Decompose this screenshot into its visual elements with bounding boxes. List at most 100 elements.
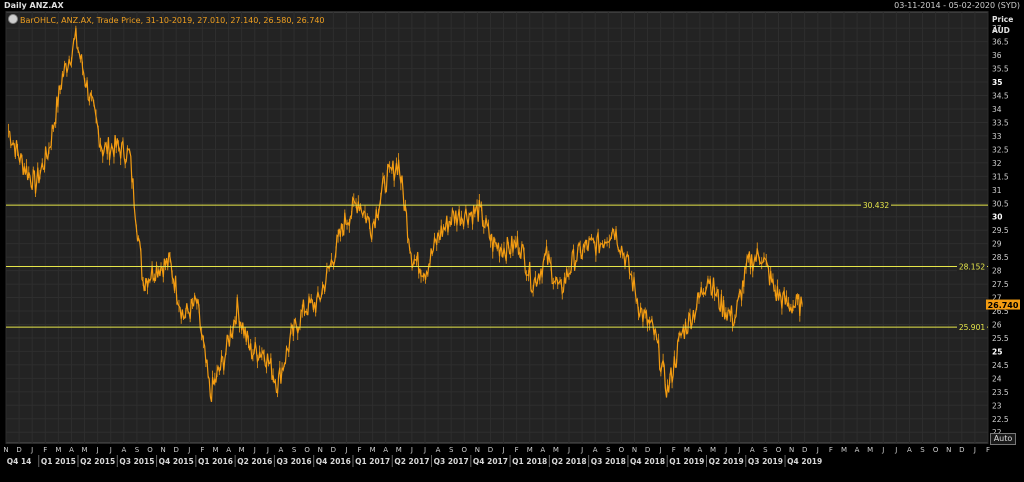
x-tick-label: S xyxy=(606,446,611,454)
x-tick-label: J xyxy=(973,446,976,454)
x-tick-label: J xyxy=(96,446,99,454)
x-tick-label: M xyxy=(239,446,245,454)
quarter-label: Q2 2015 xyxy=(80,457,115,466)
x-tick-label: N xyxy=(160,446,165,454)
y-tick-label: 29.5 xyxy=(992,226,1009,235)
quarter-label: Q4 2018 xyxy=(630,457,665,466)
level-label-bg xyxy=(957,261,987,272)
x-tick-label: F xyxy=(43,446,47,454)
x-tick-label: A xyxy=(750,446,755,454)
quarter-label: Q2 2017 xyxy=(394,457,429,466)
x-tick-label: M xyxy=(370,446,376,454)
legend-text: BarOHLC, ANZ.AX, Trade Price, 31-10-2019… xyxy=(20,16,325,25)
y-tick-label: 22.5 xyxy=(992,415,1009,424)
x-tick-label: M xyxy=(710,446,716,454)
y-tick-label: 29 xyxy=(992,240,1002,249)
plot-area xyxy=(5,11,989,444)
x-tick-label: J xyxy=(253,446,256,454)
x-tick-label: J xyxy=(567,446,570,454)
x-tick-label: M xyxy=(867,446,873,454)
quarter-label: Q3 2017 xyxy=(434,457,469,466)
auto-scale-button[interactable]: Auto xyxy=(990,433,1016,445)
x-tick-label: F xyxy=(358,446,362,454)
quarter-label: Q2 2018 xyxy=(551,457,586,466)
x-tick-label: M xyxy=(841,446,847,454)
x-tick-label: F xyxy=(515,446,519,454)
x-tick-label: J xyxy=(881,446,884,454)
level-label: 30.432 xyxy=(863,201,889,210)
series-toggle-icon[interactable] xyxy=(8,14,18,24)
y-tick-label: 32.5 xyxy=(992,145,1009,154)
x-tick-label: D xyxy=(488,446,493,454)
x-tick-label: J xyxy=(423,446,426,454)
x-tick-label: M xyxy=(684,446,690,454)
level-label: 25.901 xyxy=(959,323,985,332)
quarter-label: Q3 2016 xyxy=(277,457,312,466)
y-tick-label: 25.5 xyxy=(992,334,1009,343)
quarter-label: Q4 2019 xyxy=(787,457,822,466)
y-tick-label: 23 xyxy=(992,401,1002,410)
y-tick-label: 24 xyxy=(992,374,1002,383)
y-axis-title: Price xyxy=(992,15,1013,24)
y-tick-label: 35.5 xyxy=(992,65,1009,74)
x-tick-label: J xyxy=(266,446,269,454)
x-tick-label: M xyxy=(553,446,559,454)
x-tick-label: O xyxy=(147,446,153,454)
y-tick-label: 23.5 xyxy=(992,388,1009,397)
y-tick-label: 37 xyxy=(992,24,1002,33)
x-tick-label: D xyxy=(174,446,179,454)
y-tick-label: 27.5 xyxy=(992,280,1009,289)
x-tick-label: F xyxy=(986,446,990,454)
y-tick-label: 24.5 xyxy=(992,361,1009,370)
y-tick-label: 28 xyxy=(992,267,1002,276)
y-tick-label: 31.5 xyxy=(992,172,1009,181)
x-tick-label: A xyxy=(279,446,284,454)
x-tick-label: D xyxy=(645,446,650,454)
x-tick-label: A xyxy=(540,446,545,454)
quarter-label: Q3 2019 xyxy=(748,457,783,466)
x-tick-label: S xyxy=(292,446,297,454)
x-tick-label: M xyxy=(396,446,402,454)
x-tick-label: S xyxy=(920,446,925,454)
x-tick-label: D xyxy=(959,446,964,454)
x-tick-label: J xyxy=(659,446,662,454)
x-tick-label: N xyxy=(946,446,951,454)
quarter-label: Q3 2015 xyxy=(119,457,154,466)
y-tick-label: 22 xyxy=(992,428,1002,437)
x-tick-label: J xyxy=(724,446,727,454)
x-tick-label: J xyxy=(502,446,505,454)
quarter-label: Q1 2017 xyxy=(355,457,390,466)
x-tick-label: N xyxy=(789,446,794,454)
level-label-bg xyxy=(861,200,891,211)
y-tick-label: 26 xyxy=(992,320,1002,329)
last-price-label: 26.740 xyxy=(988,301,1019,310)
y-axis-unit: AUD xyxy=(992,26,1010,35)
x-tick-label: D xyxy=(802,446,807,454)
series-legend[interactable]: BarOHLC, ANZ.AX, Trade Price, 31-10-2019… xyxy=(8,14,325,27)
quarter-label: Q2 2019 xyxy=(709,457,744,466)
x-tick-label: A xyxy=(121,446,126,454)
title-bar: Daily ANZ.AX 03-11-2014 - 05-02-2020 (SY… xyxy=(0,0,1024,12)
quarter-label: Q1 2016 xyxy=(198,457,233,466)
x-tick-label: D xyxy=(331,446,336,454)
x-tick-label: O xyxy=(619,446,625,454)
y-tick-label: 26.5 xyxy=(992,307,1009,316)
last-price-badge xyxy=(986,299,1020,310)
x-tick-label: A xyxy=(436,446,441,454)
x-tick-label: J xyxy=(816,446,819,454)
y-tick-label: 36.5 xyxy=(992,38,1009,47)
x-tick-label: A xyxy=(69,446,74,454)
x-tick-label: O xyxy=(304,446,310,454)
x-tick-label: J xyxy=(894,446,897,454)
x-tick-label: M xyxy=(82,446,88,454)
date-range: 03-11-2014 - 05-02-2020 (SYD) xyxy=(894,1,1020,10)
level-label: 28.152 xyxy=(959,263,985,272)
y-tick-label: 31 xyxy=(992,186,1002,195)
x-tick-label: D xyxy=(16,446,21,454)
level-label-bg xyxy=(957,322,987,333)
x-tick-label: N xyxy=(632,446,637,454)
y-tick-label: 35 xyxy=(992,78,1002,87)
y-tick-label: 27 xyxy=(992,294,1002,303)
